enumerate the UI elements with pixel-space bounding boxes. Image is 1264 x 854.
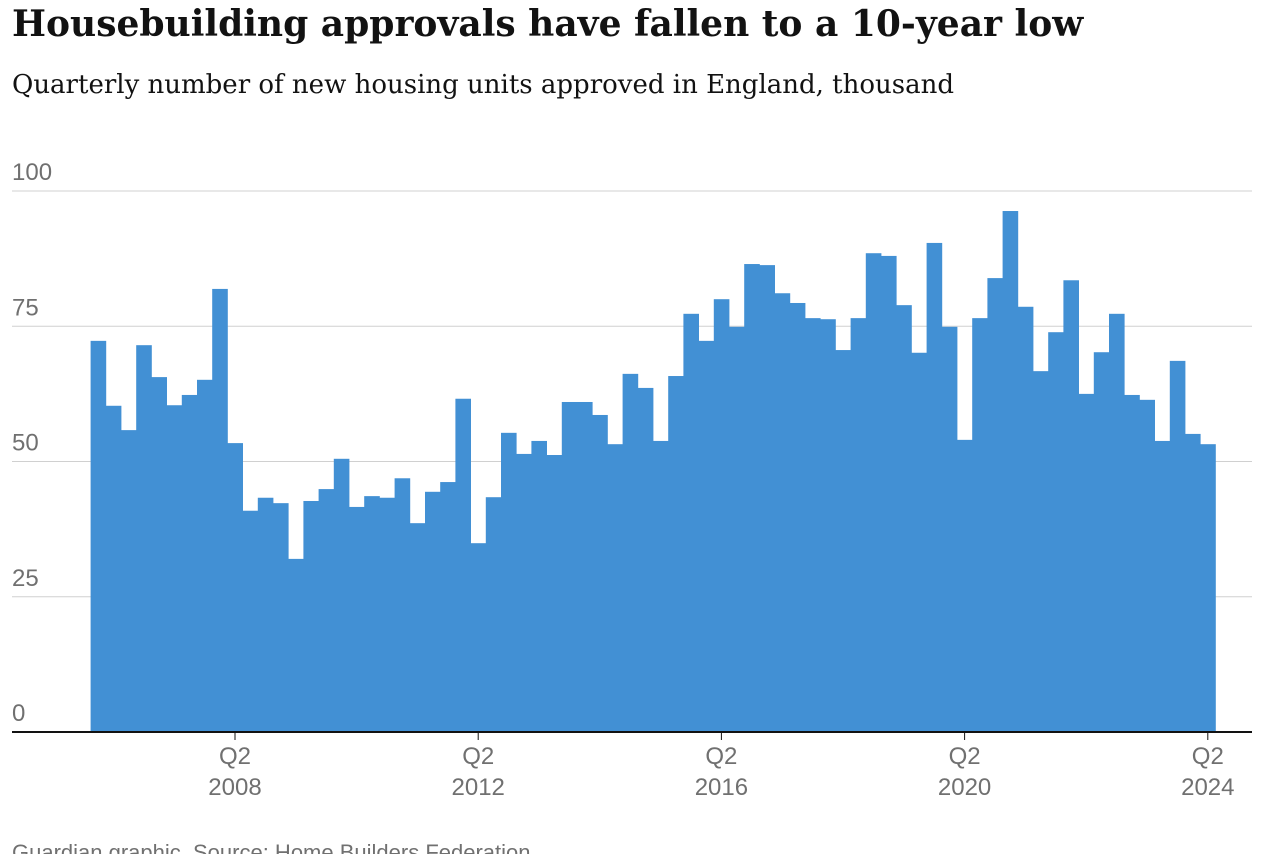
bar <box>394 478 411 732</box>
bar <box>166 405 183 732</box>
bar <box>425 491 441 732</box>
bar <box>333 458 350 732</box>
y-tick-label: 50 <box>12 430 39 457</box>
bar <box>972 318 988 732</box>
bar <box>121 430 137 732</box>
bar <box>136 345 152 732</box>
bar <box>926 242 943 732</box>
x-tick-year: 2016 <box>695 774 748 801</box>
chart-subtitle: Quarterly number of new housing units ap… <box>12 70 954 100</box>
bar <box>774 293 791 732</box>
bar <box>501 432 517 732</box>
bar <box>470 543 487 732</box>
bar <box>622 373 639 732</box>
bar <box>546 455 563 732</box>
bar <box>379 497 395 732</box>
bar <box>653 440 669 732</box>
x-tick-label: Q2 <box>462 743 494 770</box>
bar <box>713 299 730 732</box>
x-tick-year: 2024 <box>1181 774 1234 801</box>
bar <box>440 482 456 732</box>
bar <box>789 302 806 732</box>
bar <box>364 496 380 732</box>
bar <box>850 318 867 732</box>
bar <box>820 319 836 732</box>
x-tick-label: Q2 <box>949 743 981 770</box>
source-note: Guardian graphic. Source: Home Builders … <box>12 840 531 854</box>
bar <box>577 401 593 732</box>
bar <box>1200 444 1216 732</box>
bar <box>242 510 259 732</box>
bar <box>151 377 167 732</box>
bar <box>349 506 365 732</box>
bar <box>561 401 578 732</box>
x-tick-label: Q2 <box>219 743 251 770</box>
bar <box>759 265 775 732</box>
y-tick-label: 75 <box>12 294 39 321</box>
bar <box>181 394 198 732</box>
bar <box>1109 313 1125 732</box>
bar <box>911 352 927 732</box>
bar <box>531 440 547 732</box>
bar <box>516 453 532 732</box>
bar <box>941 326 958 732</box>
bar <box>835 350 851 732</box>
bar <box>896 305 912 732</box>
chart-title: Housebuilding approvals have fallen to a… <box>12 3 1084 45</box>
bar <box>318 489 335 732</box>
bar <box>485 497 502 732</box>
y-tick-label: 25 <box>12 565 39 592</box>
bar <box>592 414 608 732</box>
bar <box>1063 280 1079 732</box>
bar <box>1124 394 1140 732</box>
bar <box>212 288 228 732</box>
bar <box>957 439 973 732</box>
bar <box>987 278 1003 732</box>
y-tick-label: 0 <box>12 700 25 727</box>
bar <box>409 523 426 732</box>
bar <box>288 558 304 732</box>
bar <box>744 264 760 732</box>
x-tick-year: 2012 <box>452 774 505 801</box>
bar <box>1048 332 1064 732</box>
bar <box>865 253 882 732</box>
bar <box>668 376 684 732</box>
bar <box>105 405 122 732</box>
bar <box>197 379 213 732</box>
bar <box>1154 440 1171 732</box>
x-tick-year: 2020 <box>938 774 991 801</box>
x-tick-label: Q2 <box>705 743 737 770</box>
bar <box>227 443 243 732</box>
bar <box>90 340 107 732</box>
bar <box>683 313 699 732</box>
bar <box>698 340 715 732</box>
bar <box>1033 371 1049 732</box>
bar <box>729 326 745 732</box>
bar <box>881 255 897 733</box>
x-tick-label: Q2 <box>1192 743 1224 770</box>
bar <box>1093 352 1110 732</box>
bar <box>805 318 821 732</box>
bar <box>607 444 623 732</box>
bar <box>273 503 289 732</box>
bar <box>1169 360 1186 732</box>
x-tick-year: 2008 <box>208 774 261 801</box>
bar <box>1139 399 1155 732</box>
bar <box>257 497 274 732</box>
bar <box>455 398 471 732</box>
bar <box>1017 306 1034 732</box>
bar <box>1002 211 1019 733</box>
bar <box>303 500 319 732</box>
y-tick-label: 100 <box>12 159 52 186</box>
bar <box>1185 433 1201 732</box>
bar <box>637 387 654 732</box>
bar <box>1078 393 1095 732</box>
